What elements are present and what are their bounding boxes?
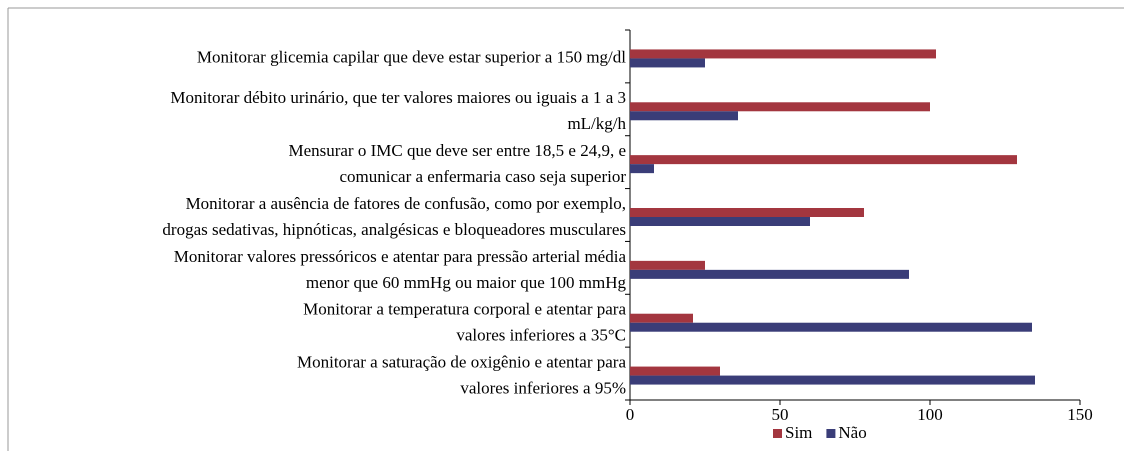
x-tick-label: 100 (917, 405, 943, 424)
bar (630, 269, 909, 279)
legend-label: Não (838, 423, 866, 442)
bar (630, 58, 705, 68)
y-tick-label: Monitorar débito urinário, que ter valor… (170, 88, 626, 107)
y-tick-label: Monitorar a temperatura corporal e atent… (303, 300, 626, 319)
bar (630, 155, 1017, 165)
y-tick-label: comunicar a enfermaria caso seja superio… (340, 167, 627, 186)
bar (630, 366, 720, 376)
legend-swatch (773, 429, 782, 438)
bar (630, 260, 705, 270)
bar (630, 208, 864, 217)
x-tick-label: 0 (626, 405, 635, 424)
y-tick-label: mL/kg/h (567, 114, 626, 133)
bar (630, 217, 810, 226)
y-tick-label: Monitorar a ausência de fatores de confu… (186, 194, 626, 213)
y-tick-label: valores inferiores a 95% (460, 378, 626, 397)
y-tick-label: Mensurar o IMC que deve ser entre 18,5 e… (288, 141, 626, 160)
x-tick-label: 50 (772, 405, 789, 424)
legend-swatch (826, 429, 836, 438)
bar (630, 322, 1032, 332)
y-tick-label: Monitorar a saturação de oxigênio e aten… (297, 352, 626, 371)
x-tick-label: 150 (1067, 405, 1093, 424)
y-tick-label: valores inferiores a 35°C (456, 326, 626, 345)
y-tick-label: menor que 60 mmHg ou maior que 100 mmHg (306, 273, 627, 292)
bar (630, 313, 693, 323)
bar (630, 375, 1035, 385)
bar (630, 102, 930, 112)
bar (630, 164, 654, 174)
y-tick-label: Monitorar valores pressóricos e atentar … (174, 247, 627, 266)
bar (630, 111, 738, 121)
legend-label: Sim (785, 423, 812, 442)
y-tick-label: Monitorar glicemia capilar que deve esta… (197, 47, 626, 66)
bar (630, 49, 936, 59)
y-tick-label: drogas sedativas, hipnóticas, analgésica… (162, 220, 626, 239)
